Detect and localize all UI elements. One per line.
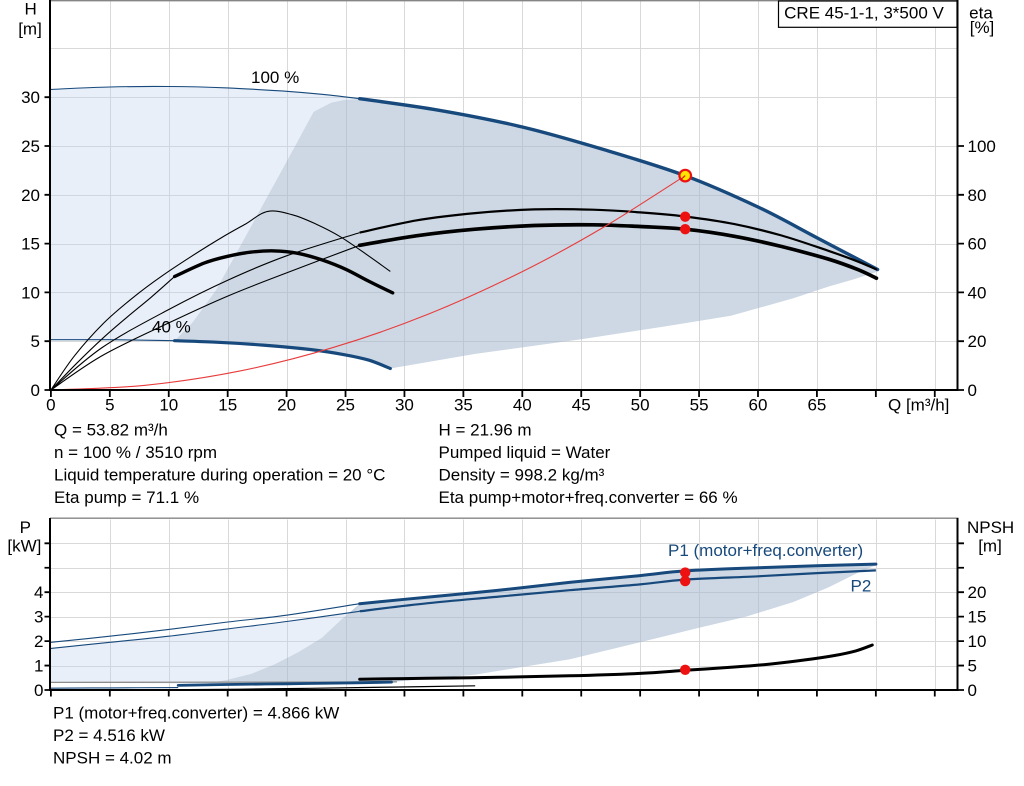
svg-text:65: 65 — [807, 396, 826, 415]
svg-text:10: 10 — [159, 396, 178, 415]
svg-text:[%]: [%] — [970, 18, 995, 37]
svg-text:4: 4 — [34, 583, 43, 602]
svg-text:20: 20 — [21, 186, 40, 205]
svg-text:100: 100 — [968, 137, 996, 156]
svg-text:Liquid temperature during oper: Liquid temperature during operation = 20… — [54, 466, 385, 485]
svg-text:45: 45 — [572, 396, 591, 415]
svg-text:0: 0 — [34, 681, 43, 700]
svg-text:n = 100 % / 3510 rpm: n = 100 % / 3510 rpm — [54, 443, 217, 462]
svg-text:20: 20 — [277, 396, 296, 415]
svg-text:H: H — [25, 0, 37, 19]
svg-text:P1 (motor+freq.converter): P1 (motor+freq.converter) — [668, 541, 863, 560]
svg-text:3: 3 — [34, 608, 43, 627]
svg-text:15: 15 — [968, 608, 987, 627]
svg-text:15: 15 — [218, 396, 237, 415]
svg-text:35: 35 — [454, 396, 473, 415]
svg-text:0: 0 — [46, 396, 55, 415]
svg-text:H = 21.96 m: H = 21.96 m — [439, 421, 532, 440]
svg-text:1: 1 — [34, 657, 43, 676]
svg-text:Q [m³/h]: Q [m³/h] — [888, 396, 949, 415]
svg-text:80: 80 — [968, 186, 987, 205]
svg-text:P2: P2 — [851, 577, 872, 596]
svg-text:5: 5 — [968, 657, 977, 676]
svg-text:40: 40 — [513, 396, 532, 415]
svg-text:eta: eta — [969, 3, 993, 22]
svg-text:5: 5 — [105, 396, 114, 415]
svg-text:[kW]: [kW] — [7, 537, 41, 556]
svg-text:0: 0 — [968, 381, 977, 400]
svg-text:25: 25 — [336, 396, 355, 415]
svg-text:5: 5 — [31, 332, 40, 351]
svg-text:40: 40 — [968, 283, 987, 302]
svg-text:40 %: 40 % — [152, 318, 191, 337]
svg-text:50: 50 — [631, 396, 650, 415]
svg-text:Q = 53.82 m³/h: Q = 53.82 m³/h — [54, 421, 168, 440]
svg-text:2: 2 — [34, 632, 43, 651]
svg-text:0: 0 — [968, 681, 977, 700]
svg-text:30: 30 — [395, 396, 414, 415]
svg-text:Density = 998.2 kg/m³: Density = 998.2 kg/m³ — [439, 466, 605, 485]
svg-text:P1 (motor+freq.converter) = 4.: P1 (motor+freq.converter) = 4.866 kW — [53, 703, 339, 722]
svg-text:Eta pump = 71.1 %: Eta pump = 71.1 % — [54, 488, 199, 507]
svg-text:20: 20 — [968, 332, 987, 351]
svg-text:NPSH = 4.02 m: NPSH = 4.02 m — [53, 748, 172, 767]
svg-text:10: 10 — [968, 632, 987, 651]
svg-text:60: 60 — [968, 235, 987, 254]
svg-text:NPSH: NPSH — [967, 518, 1014, 537]
svg-text:[m]: [m] — [978, 537, 1002, 556]
svg-text:CRE 45-1-1, 3*500 V: CRE 45-1-1, 3*500 V — [784, 4, 944, 23]
svg-text:55: 55 — [690, 396, 709, 415]
svg-text:10: 10 — [21, 283, 40, 302]
svg-text:P2 = 4.516 kW: P2 = 4.516 kW — [53, 726, 165, 745]
svg-text:100 %: 100 % — [251, 68, 299, 87]
svg-text:30: 30 — [21, 88, 40, 107]
svg-text:Pumped liquid = Water: Pumped liquid = Water — [439, 443, 611, 462]
svg-text:25: 25 — [21, 137, 40, 156]
svg-text:P: P — [20, 518, 31, 537]
svg-text:20: 20 — [968, 583, 987, 602]
svg-text:60: 60 — [749, 396, 768, 415]
svg-text:15: 15 — [21, 235, 40, 254]
svg-text:[m]: [m] — [18, 20, 42, 39]
svg-text:Eta pump+motor+freq.converter: Eta pump+motor+freq.converter = 66 % — [439, 488, 738, 507]
svg-text:0: 0 — [31, 381, 40, 400]
